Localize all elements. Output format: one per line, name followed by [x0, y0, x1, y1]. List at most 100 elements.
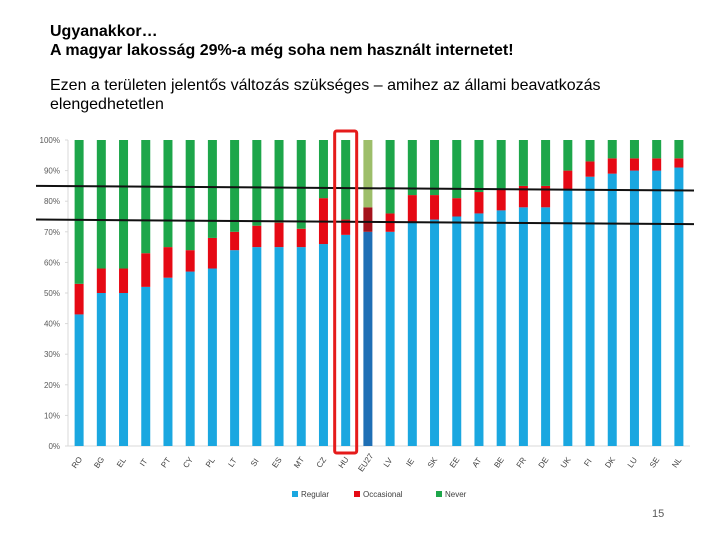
y-tick-label: 10%: [44, 411, 60, 420]
x-tick-label-ro: RO: [70, 455, 84, 470]
x-tick-label-sk: SK: [426, 455, 440, 469]
bar-ro-never: [74, 140, 84, 284]
bar-be-occasional: [496, 188, 506, 211]
legend-swatch-regular: [292, 491, 298, 497]
page-number: 15: [652, 508, 665, 520]
bar-fr-regular: [518, 207, 528, 446]
bar-be-never: [496, 140, 506, 189]
bar-nl-occasional: [674, 158, 684, 168]
bar-it-never: [141, 140, 151, 254]
bar-fi-occasional: [585, 161, 595, 177]
x-tick-label-dk: DK: [603, 455, 617, 470]
bar-fi-regular: [585, 176, 595, 446]
y-tick-label: 90%: [44, 167, 60, 176]
y-tick-label: 0%: [48, 442, 60, 451]
y-tick-label: 80%: [44, 197, 60, 206]
bar-ee-regular: [452, 216, 462, 446]
y-tick-label: 100%: [40, 136, 60, 145]
bar-eu27-regular: [363, 231, 373, 446]
legend-label-never: Never: [445, 490, 467, 499]
y-tick-label: 40%: [44, 320, 60, 329]
bar-mt-regular: [296, 247, 306, 446]
bar-pt-occasional: [163, 247, 173, 278]
x-tick-label-nl: NL: [670, 455, 684, 469]
bar-cz-regular: [318, 244, 328, 446]
y-tick-label: 50%: [44, 289, 60, 298]
bar-mt-never: [296, 140, 306, 229]
bar-es-regular: [274, 247, 284, 446]
bar-cz-never: [318, 140, 328, 199]
bar-ro-regular: [74, 314, 84, 446]
x-tick-label-uk: UK: [559, 455, 573, 470]
bar-at-never: [474, 140, 484, 193]
x-tick-label-pl: PL: [204, 456, 217, 470]
bar-lt-regular: [230, 250, 240, 446]
x-tick-label-si: SI: [249, 457, 261, 468]
bar-el-occasional: [119, 268, 129, 293]
bar-be-regular: [496, 210, 506, 446]
bar-eu27-occasional: [363, 207, 373, 232]
bar-ie-never: [407, 140, 417, 196]
bar-uk-regular: [563, 188, 573, 446]
bar-fr-never: [518, 140, 528, 186]
bar-se-never: [652, 140, 662, 159]
x-tick-label-lu: LU: [626, 456, 639, 470]
legend-swatch-occasional: [354, 491, 360, 497]
bar-fi-never: [585, 140, 595, 162]
reference-line-1: [35, 184, 695, 192]
x-tick-label-cz: CZ: [315, 456, 329, 470]
bar-lu-never: [629, 140, 639, 159]
bar-ee-never: [452, 140, 462, 199]
y-tick-label: 70%: [44, 228, 60, 237]
x-tick-label-ie: IE: [404, 457, 416, 468]
bar-mt-occasional: [296, 228, 306, 248]
slide-title-line2: A magyar lakosság 29%-a még soha nem has…: [50, 42, 514, 59]
x-tick-label-cy: CY: [181, 455, 195, 470]
bar-pl-occasional: [207, 237, 217, 269]
bar-si-regular: [252, 247, 262, 446]
bar-uk-occasional: [563, 170, 573, 189]
bar-uk-never: [563, 140, 573, 171]
x-tick-label-at: AT: [470, 456, 483, 469]
y-tick-label: 60%: [44, 258, 60, 267]
bar-pl-regular: [207, 268, 217, 446]
bar-it-occasional: [141, 253, 151, 287]
bar-lt-occasional: [230, 231, 240, 251]
x-tick-label-bg: BG: [92, 455, 106, 470]
bar-si-occasional: [252, 225, 262, 248]
bar-es-never: [274, 140, 284, 223]
bar-at-occasional: [474, 192, 484, 214]
bar-hu-occasional: [341, 219, 351, 235]
bar-nl-never: [674, 140, 684, 159]
bar-ee-occasional: [452, 198, 462, 217]
bar-bg-never: [96, 140, 106, 269]
bar-bg-occasional: [96, 268, 106, 293]
x-tick-label-fr: FR: [515, 455, 529, 469]
bar-at-regular: [474, 213, 484, 446]
legend-label-regular: Regular: [301, 490, 329, 499]
highlight-box-hu: [333, 129, 359, 455]
bar-el-regular: [119, 293, 129, 446]
legend-swatch-never: [436, 491, 442, 497]
bar-es-occasional: [274, 222, 284, 248]
bar-ie-occasional: [407, 195, 417, 223]
bar-sk-occasional: [430, 195, 440, 220]
bar-pl-never: [207, 140, 217, 238]
slide-title-line1: Ugyanakkor…: [50, 23, 158, 40]
bar-cy-regular: [185, 271, 195, 446]
bar-sk-never: [430, 140, 440, 196]
bar-lt-never: [230, 140, 240, 232]
x-tick-label-el: EL: [115, 456, 128, 470]
x-tick-label-eu27: EU27: [356, 451, 375, 473]
x-tick-label-ee: EE: [448, 456, 461, 470]
bar-pt-regular: [163, 277, 173, 446]
x-tick-label-hu: HU: [337, 455, 351, 470]
bar-nl-regular: [674, 167, 684, 447]
legend-label-occasional: Occasional: [363, 490, 403, 499]
x-tick-label-se: SE: [648, 456, 661, 470]
reference-line-2: [35, 218, 695, 226]
bar-de-occasional: [541, 185, 551, 208]
x-tick-label-it: IT: [138, 457, 150, 468]
bar-cy-never: [185, 140, 195, 251]
